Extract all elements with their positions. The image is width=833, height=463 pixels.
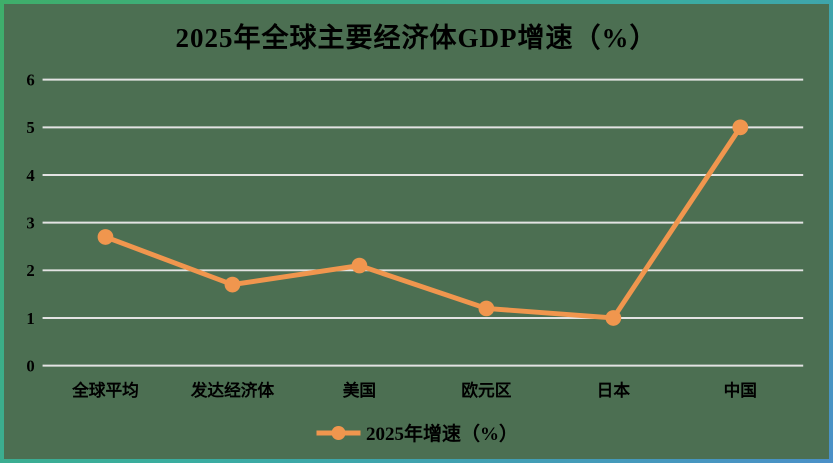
series-line — [103, 124, 743, 321]
chart-title: 2025年全球主要经济体GDP增速（%） — [175, 23, 658, 53]
gridlines — [42, 78, 804, 367]
legend: 2025年增速（%） — [315, 419, 518, 446]
data-point — [605, 310, 622, 326]
x-axis-label: 欧元区 — [461, 380, 511, 400]
y-tick-label: 4 — [26, 166, 35, 185]
y-tick-label: 2 — [26, 261, 34, 280]
x-axis-label: 全球平均 — [71, 380, 139, 400]
x-axis-category-labels: 全球平均 发达经济体 美国 欧元区 日本 中国 — [71, 380, 757, 400]
y-axis-tick-labels: 0 1 2 3 4 5 6 — [26, 71, 35, 376]
y-tick-label: 5 — [26, 118, 34, 137]
x-axis-label: 发达经济体 — [190, 380, 275, 400]
data-point — [732, 119, 749, 136]
data-point — [351, 257, 368, 274]
legend-label: 2025年增速（%） — [365, 424, 519, 445]
legend-line-marker-icon — [315, 425, 360, 440]
y-tick-label: 3 — [26, 214, 34, 233]
data-point — [97, 229, 114, 245]
x-axis-label: 中国 — [724, 380, 757, 400]
data-point — [478, 300, 495, 317]
x-axis-label: 美国 — [343, 380, 376, 400]
legend-dot — [330, 425, 345, 440]
x-axis-label: 日本 — [597, 380, 631, 400]
y-tick-label: 0 — [26, 357, 34, 376]
data-series — [97, 119, 749, 326]
line-chart-plot: 0 1 2 3 4 5 6 全球平均 发达经济体 美国 欧元区 日本 中国 — [26, 71, 804, 400]
y-tick-label: 6 — [26, 71, 34, 90]
chart-canvas: 2025年全球主要经济体GDP增速（%） 0 1 2 3 4 5 6 全球平均 发达经济体 美国… — [4, 4, 829, 459]
y-tick-label: 1 — [26, 309, 34, 328]
data-point — [224, 276, 241, 293]
